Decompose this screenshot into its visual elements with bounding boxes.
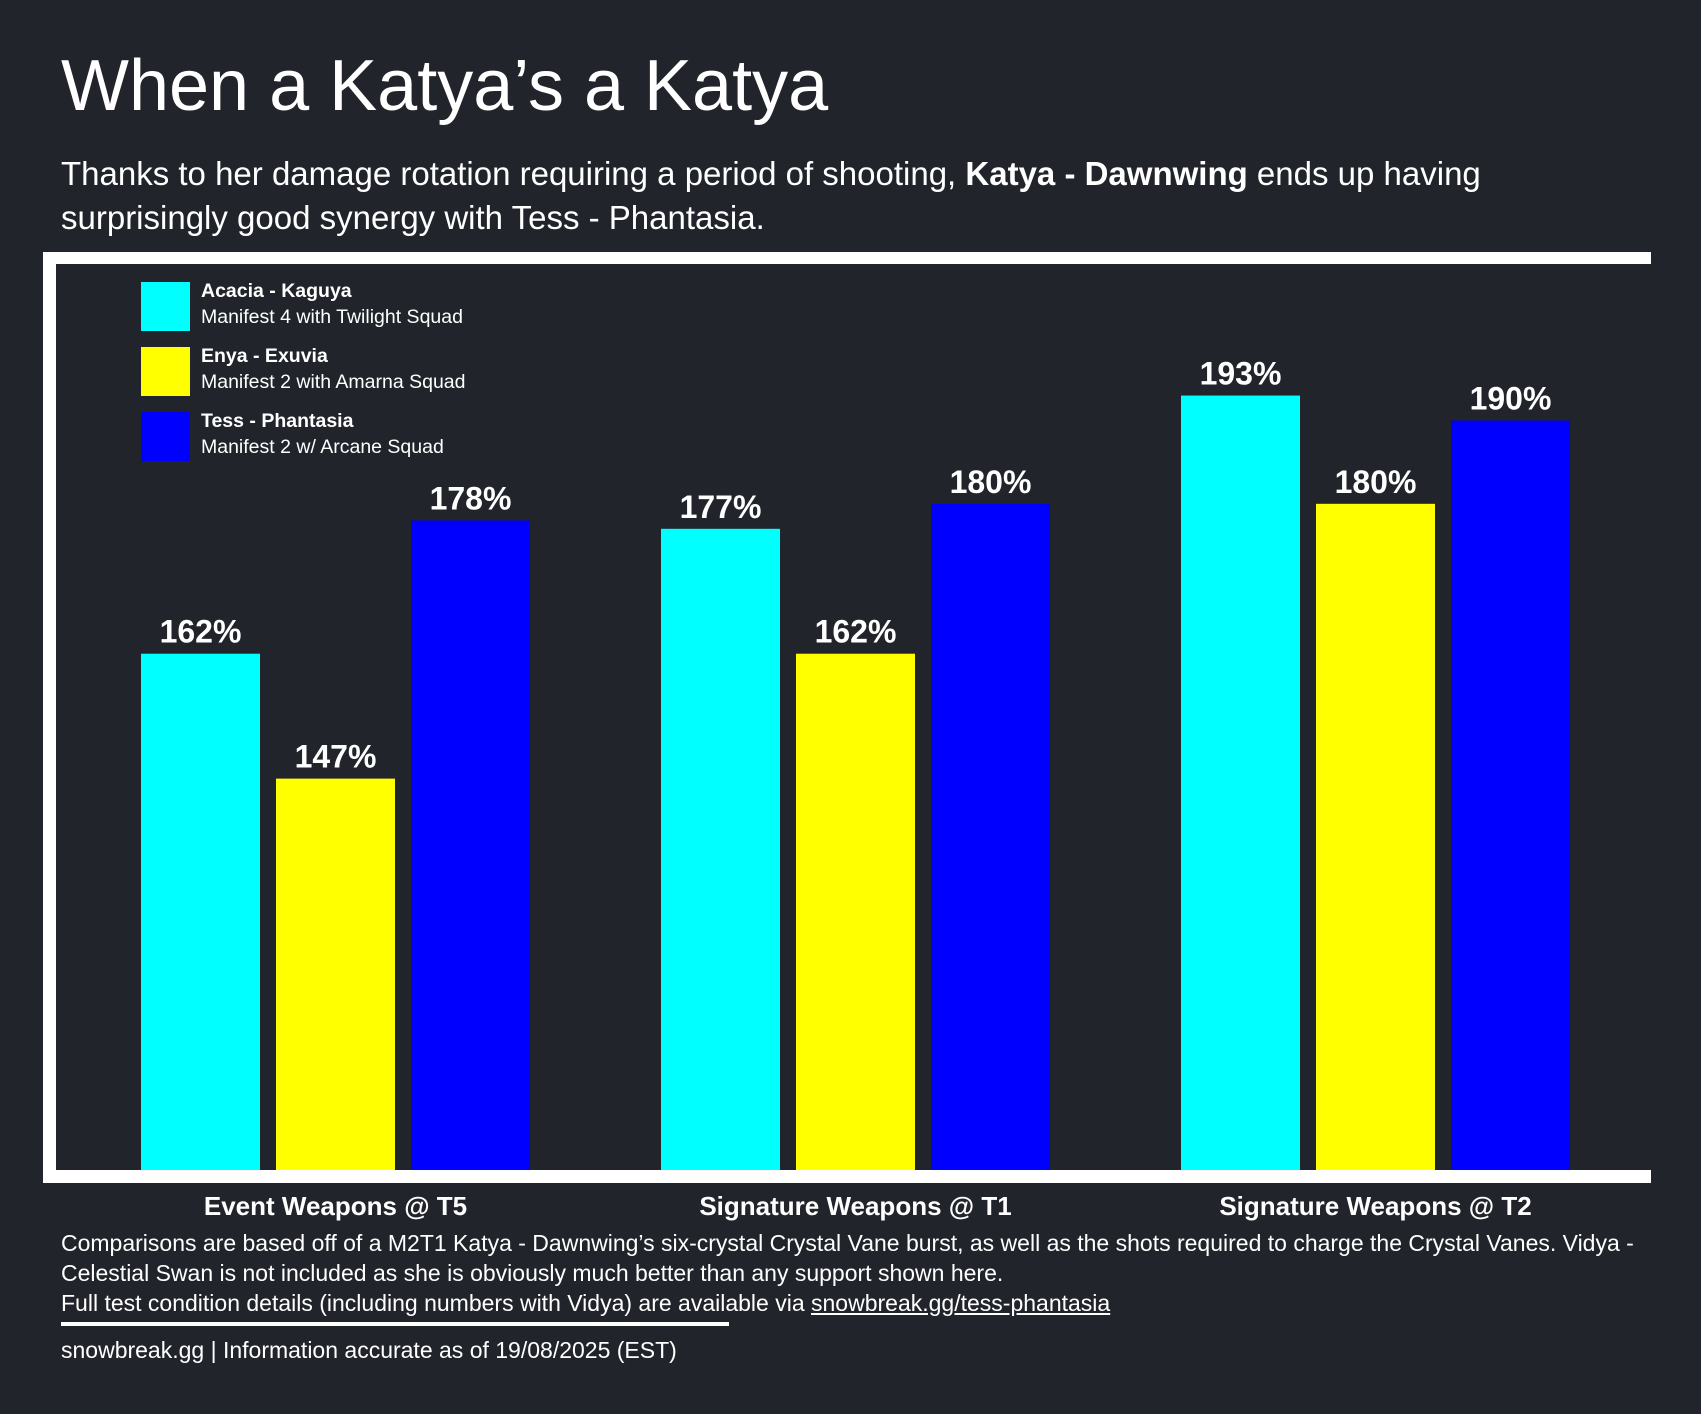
bar <box>796 653 915 1170</box>
value-label: 180% <box>1335 464 1417 500</box>
legend-label: Enya - Exuvia <box>201 345 328 367</box>
value-label: 193% <box>1200 356 1282 392</box>
bar <box>141 653 260 1170</box>
x-tick-label: Signature Weapons @ T1 <box>699 1191 1011 1221</box>
footnote-text: Comparisons are based off of a M2T1 Katy… <box>61 1230 1634 1286</box>
frame-top <box>43 252 1651 264</box>
chart-title: When a Katya’s a Katya <box>61 46 829 126</box>
bar <box>661 528 780 1170</box>
x-tick-label: Signature Weapons @ T2 <box>1219 1191 1531 1221</box>
bar <box>931 503 1050 1170</box>
legend-label: Tess - Phantasia <box>201 410 354 432</box>
legend-label: Acacia - Kaguya <box>201 280 352 302</box>
bar <box>1451 420 1570 1171</box>
value-label: 178% <box>430 480 512 516</box>
footnote-text: Full test condition details (including n… <box>61 1290 812 1316</box>
value-label: 180% <box>950 464 1032 500</box>
footnote-link[interactable]: snowbreak.gg/tess-phantasia <box>811 1290 1111 1316</box>
bar <box>411 520 530 1170</box>
legend-swatch <box>141 282 190 331</box>
legend-description: Manifest 2 with Amarna Squad <box>201 371 465 393</box>
value-label: 162% <box>815 614 897 650</box>
frame-bottom <box>43 1170 1651 1183</box>
credit: snowbreak.gg | Information accurate as o… <box>61 1337 677 1363</box>
legend-description: Manifest 4 with Twilight Squad <box>201 306 463 328</box>
frame-left <box>43 252 56 1183</box>
bar <box>1181 395 1300 1171</box>
separator <box>61 1322 729 1326</box>
value-label: 147% <box>295 739 377 775</box>
subtitle: Thanks to her damage rotation requiring … <box>61 152 1621 240</box>
legend-swatch <box>141 347 190 396</box>
value-label: 177% <box>680 489 762 525</box>
x-tick-label: Event Weapons @ T5 <box>204 1191 467 1221</box>
legend-description: Manifest 2 w/ Arcane Squad <box>201 436 444 458</box>
subtitle-bold: Katya - Dawnwing <box>965 155 1248 192</box>
subtitle-text: ends up having surprisingly good synergy… <box>61 155 1481 236</box>
footnote: Comparisons are based off of a M2T1 Katy… <box>61 1228 1651 1318</box>
legend-swatch <box>141 412 190 461</box>
value-label: 162% <box>160 614 242 650</box>
bar <box>276 778 395 1170</box>
value-label: 190% <box>1470 381 1552 417</box>
bar <box>1316 503 1435 1170</box>
subtitle-text: Thanks to her damage rotation requiring … <box>61 155 966 192</box>
